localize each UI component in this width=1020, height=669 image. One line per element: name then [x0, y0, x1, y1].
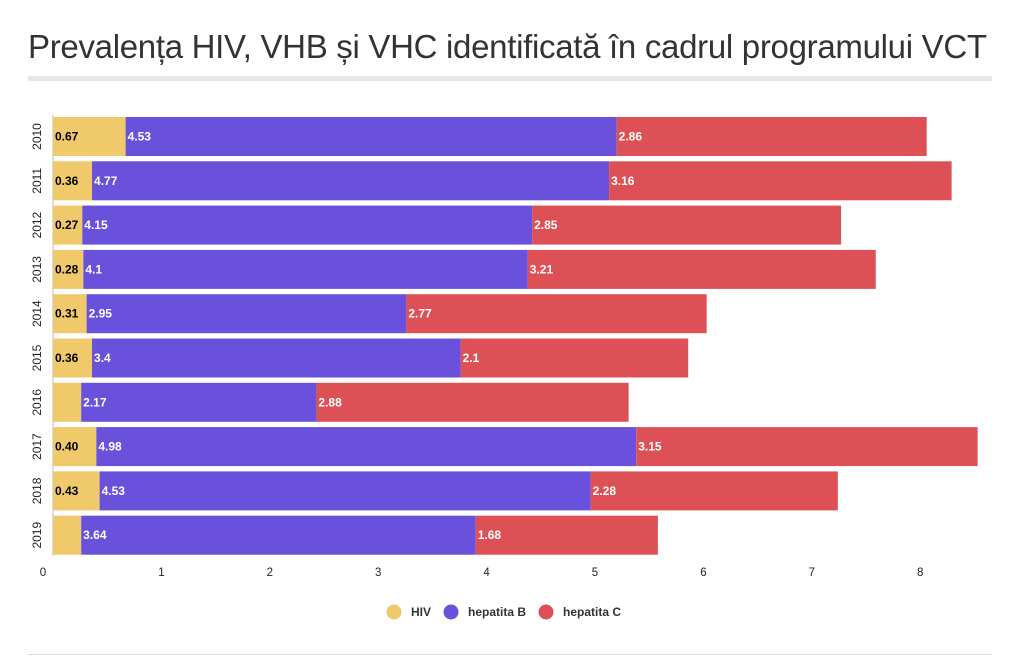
data-label: 2.17 [83, 395, 107, 409]
bar-segment-hiv [53, 382, 82, 422]
bar-segment-hepatita-c [532, 205, 842, 245]
x-tick-label: 2 [267, 567, 273, 579]
data-label: 2.88 [318, 395, 342, 409]
legend-item: hepatita C [538, 604, 621, 620]
bar-segment-hepatita-c [316, 382, 629, 422]
data-label: 0.40 [55, 440, 79, 454]
bar-segment-hepatita-c [475, 515, 658, 555]
bar-segment-hepatita-b [81, 515, 476, 555]
bar-segment-hepatita-c [527, 249, 876, 289]
bar-segment-hiv [53, 117, 126, 156]
x-tick-label: 6 [700, 567, 706, 579]
bar-segment-hepatita-c [590, 471, 838, 511]
x-tick-label: 8 [917, 567, 923, 579]
bar-segment-hiv [53, 515, 82, 555]
y-tick-label: 2012 [30, 211, 44, 238]
bar-segment-hiv [53, 427, 97, 467]
bar-segment-hiv [53, 338, 93, 378]
legend-label: hepatita B [468, 605, 526, 619]
data-label: 4.77 [94, 174, 118, 188]
y-tick-label: 2010 [30, 123, 44, 150]
bar-segment-hepatita-b [83, 249, 528, 289]
data-label: 0.67 [55, 130, 79, 144]
data-label: 1.68 [478, 528, 502, 542]
bar-segment-hepatita-b [82, 205, 533, 245]
bar-segment-hiv [53, 471, 100, 511]
bar-segment-hepatita-c [616, 117, 927, 156]
data-label: 0.28 [55, 262, 79, 276]
data-label: 0.36 [55, 174, 79, 188]
legend-swatch [443, 604, 459, 620]
legend-item: HIV [386, 604, 431, 620]
data-label: 4.98 [98, 440, 122, 454]
data-label: 0.27 [55, 218, 79, 232]
y-tick-label: 2013 [30, 256, 44, 283]
data-label: 4.53 [102, 484, 126, 498]
bar-segment-hepatita-c [609, 161, 952, 201]
legend-item: hepatita B [443, 604, 526, 620]
title-divider [28, 76, 992, 81]
y-tick-label: 2015 [30, 344, 44, 371]
data-label: 3.4 [94, 351, 111, 365]
y-tick-label: 2019 [30, 522, 44, 549]
bar-segment-hepatita-c [460, 338, 689, 378]
x-tick-label: 1 [158, 567, 164, 579]
bar-segment-hepatita-c [636, 427, 978, 467]
x-tick-label: 7 [809, 567, 815, 579]
y-tick-label: 2018 [30, 477, 44, 504]
legend-label: HIV [411, 605, 431, 619]
data-label: 2.85 [534, 218, 558, 232]
data-label: 4.53 [128, 130, 152, 144]
bar-segment-hepatita-b [99, 471, 591, 511]
bottom-divider [28, 654, 992, 655]
y-tick-label: 2014 [30, 300, 44, 327]
data-label: 0.43 [55, 484, 79, 498]
data-label: 2.77 [408, 307, 432, 321]
data-label: 4.15 [84, 218, 108, 232]
data-label: 3.16 [611, 174, 635, 188]
data-label: 2.28 [593, 484, 617, 498]
bar-segment-hepatita-b [96, 427, 637, 467]
legend-swatch [538, 604, 554, 620]
bar-segment-hiv [53, 205, 83, 245]
bar-segment-hepatita-b [81, 382, 317, 422]
data-label: 2.1 [463, 351, 480, 365]
data-label: 0.31 [55, 307, 79, 321]
legend: HIV hepatita B hepatita C [386, 604, 621, 620]
bar-segment-hepatita-b [86, 294, 407, 334]
x-tick-label: 4 [483, 567, 490, 579]
data-label: 2.95 [89, 307, 113, 321]
bar-segment-hepatita-b [125, 117, 617, 156]
data-label: 3.15 [638, 440, 662, 454]
legend-label: hepatita C [563, 605, 621, 619]
data-label: 3.64 [83, 528, 107, 542]
bar-segment-hepatita-b [92, 161, 610, 201]
bar-segment-hiv [53, 161, 93, 201]
data-label: 4.1 [85, 262, 102, 276]
chart-title: Prevalența HIV, VHB și VHC identificată … [28, 28, 987, 65]
x-tick-label: 3 [375, 567, 381, 579]
bar-segment-hiv [53, 249, 84, 289]
data-label: 0.36 [55, 351, 79, 365]
y-tick-label: 2016 [30, 389, 44, 416]
bar-segment-hepatita-b [92, 338, 461, 378]
x-tick-label: 5 [592, 567, 598, 579]
x-tick-label: 0 [40, 567, 46, 579]
data-label: 2.86 [619, 130, 643, 144]
y-tick-label: 2017 [30, 433, 44, 460]
plot-area: 2010 0.67 4.53 2.86 2011 0.36 4.77 3.16 2012 0.27… [30, 115, 978, 579]
bar-segment-hepatita-c [406, 294, 707, 334]
legend-swatch [386, 604, 402, 620]
data-label: 3.21 [530, 262, 554, 276]
y-tick-label: 2011 [30, 168, 44, 194]
bar-segment-hiv [53, 294, 87, 334]
